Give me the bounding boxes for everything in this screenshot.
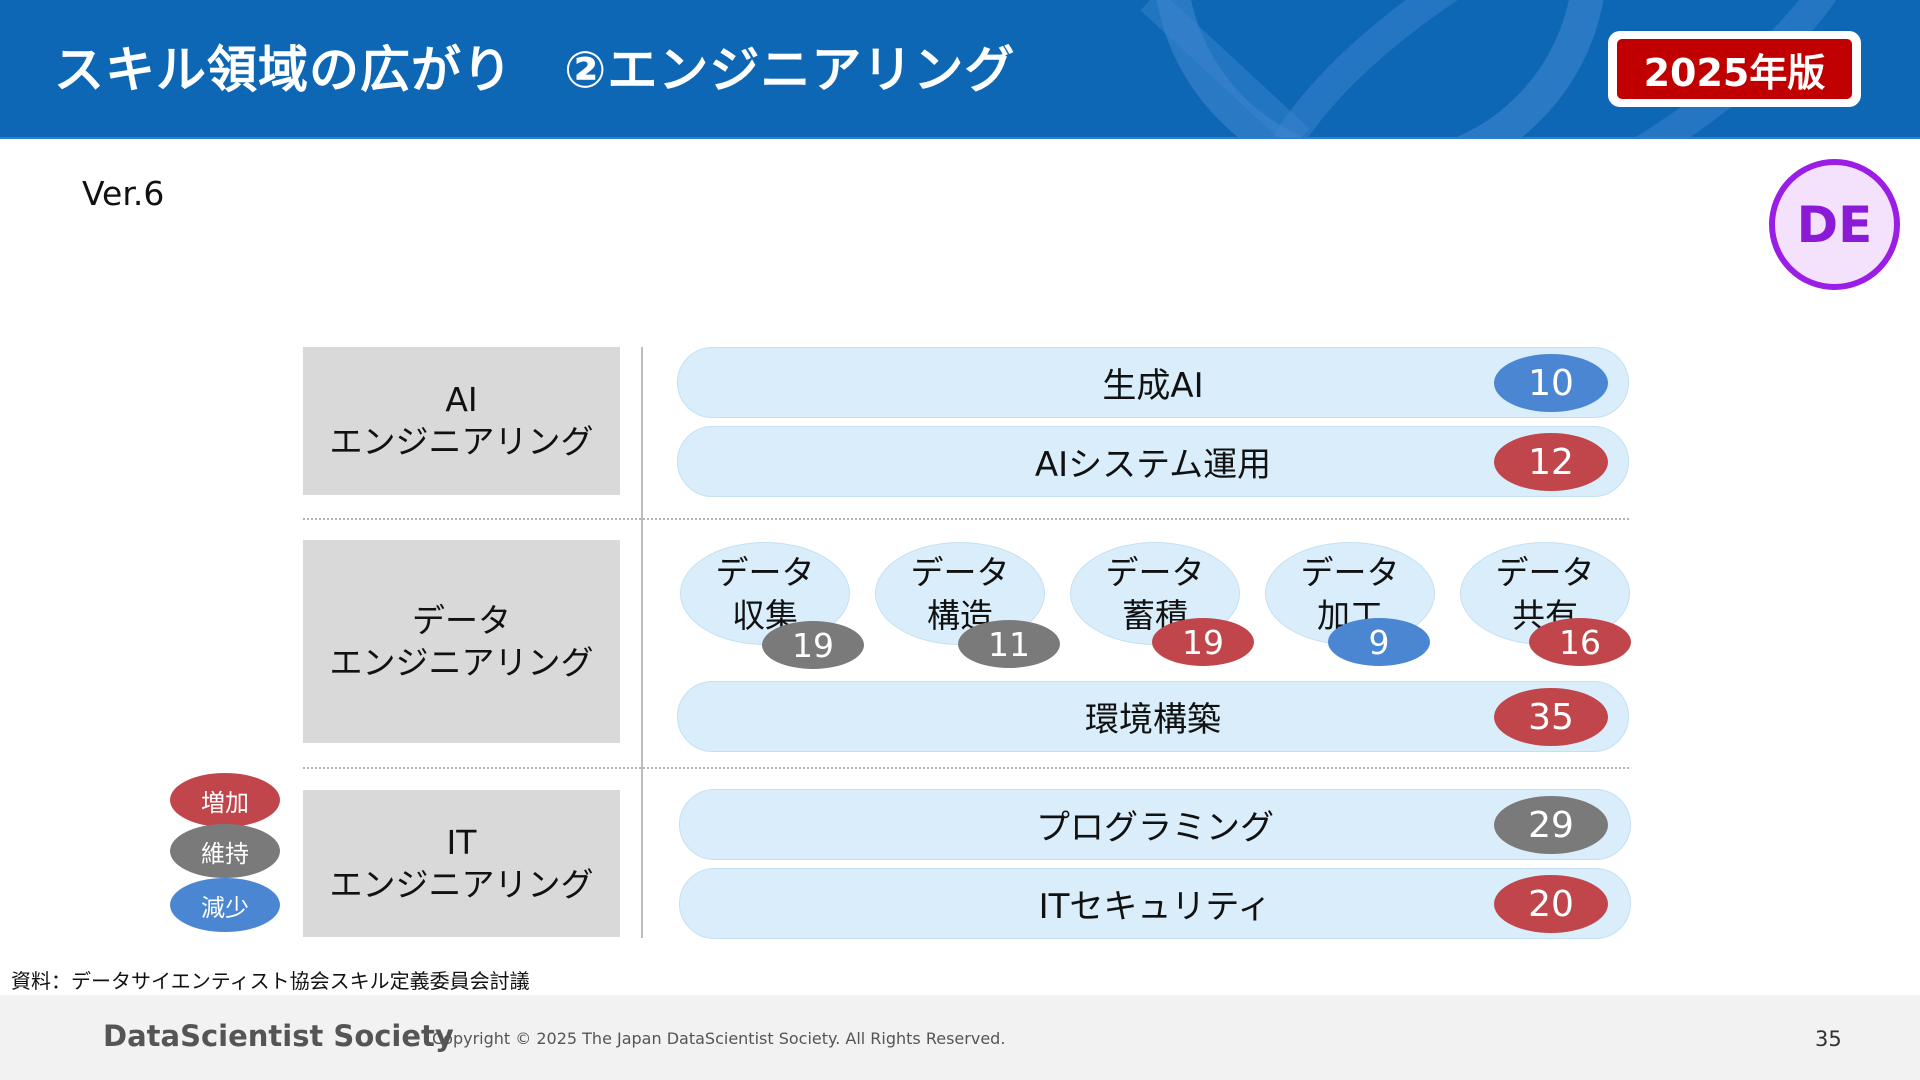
skill-label: AIシステム運用 <box>1034 445 1272 485</box>
category-data-line1: データ <box>412 600 511 640</box>
slide-title: スキル領域の広がり ②エンジニアリング <box>54 41 1016 99</box>
skill-label: 生成AI <box>1102 366 1204 406</box>
footer-copyright: Copyright © 2025 The Japan DataScientist… <box>432 1029 1006 1048</box>
category-data-line2: エンジニアリング <box>329 642 594 682</box>
category-ai-engineering: AI エンジニアリング <box>303 347 620 495</box>
skill-count-badge: 16 <box>1529 618 1631 666</box>
skill-label-line1: データ <box>1495 553 1595 592</box>
skill-count-badge: 19 <box>762 621 864 669</box>
skill-count-badge: 12 <box>1494 433 1608 491</box>
skill-count-badge: 20 <box>1494 875 1608 933</box>
section-divider <box>303 767 1629 769</box>
skill-count-badge: 19 <box>1152 618 1254 666</box>
skill-label-line1: データ <box>1105 553 1205 592</box>
header-decoration <box>1140 0 1868 137</box>
slide-header: スキル領域の広がり ②エンジニアリング 2025年版 <box>0 0 1920 139</box>
skill-label-line1: データ <box>1300 553 1400 592</box>
skill-count-badge: 9 <box>1328 618 1430 666</box>
legend-increase: 増加 <box>170 773 280 827</box>
footer-brand: DataScientist Society <box>103 1019 454 1053</box>
de-badge: DE <box>1769 159 1900 290</box>
section-divider <box>303 518 1629 520</box>
skill-pill-genai: 生成AI 10 <box>677 347 1629 418</box>
category-it-line2: エンジニアリング <box>329 864 594 904</box>
edition-badge-frame: 2025年版 <box>1608 31 1861 107</box>
category-it-engineering: IT エンジニアリング <box>303 790 620 937</box>
edition-badge: 2025年版 <box>1617 39 1852 99</box>
skill-label-line1: データ <box>715 553 815 592</box>
skill-label: プログラミング <box>1036 808 1274 848</box>
version-label: Ver.6 <box>82 174 165 213</box>
skill-count-badge: 29 <box>1494 796 1608 854</box>
skill-bubble-data-process: データ 加工 <box>1265 542 1435 645</box>
skill-label: 環境構築 <box>1085 700 1221 740</box>
category-it-line1: IT <box>446 822 477 862</box>
skill-label: ITセキュリティ <box>1038 887 1272 927</box>
skill-label-line1: データ <box>910 553 1010 592</box>
category-data-engineering: データ エンジニアリング <box>303 540 620 743</box>
skill-count-badge: 10 <box>1494 354 1608 412</box>
page-number: 35 <box>1815 1027 1842 1051</box>
slide-footer: DataScientist Society Copyright © 2025 T… <box>0 995 1920 1080</box>
skill-count-badge: 11 <box>958 620 1060 668</box>
vertical-divider <box>641 347 643 938</box>
skill-pill-ai-ops: AIシステム運用 12 <box>677 426 1629 497</box>
skill-pill-it-security: ITセキュリティ 20 <box>679 868 1631 939</box>
skill-pill-programming: プログラミング 29 <box>679 789 1631 860</box>
category-ai-line2: エンジニアリング <box>329 422 594 461</box>
legend-decrease: 減少 <box>170 878 280 932</box>
legend-maintain: 維持 <box>170 824 280 878</box>
skill-pill-env-build: 環境構築 35 <box>677 681 1629 752</box>
source-note: 資料：データサイエンティスト協会スキル定義委員会討議 <box>11 969 530 993</box>
category-ai-line1: AI <box>445 380 478 419</box>
skill-count-badge: 35 <box>1494 688 1608 746</box>
